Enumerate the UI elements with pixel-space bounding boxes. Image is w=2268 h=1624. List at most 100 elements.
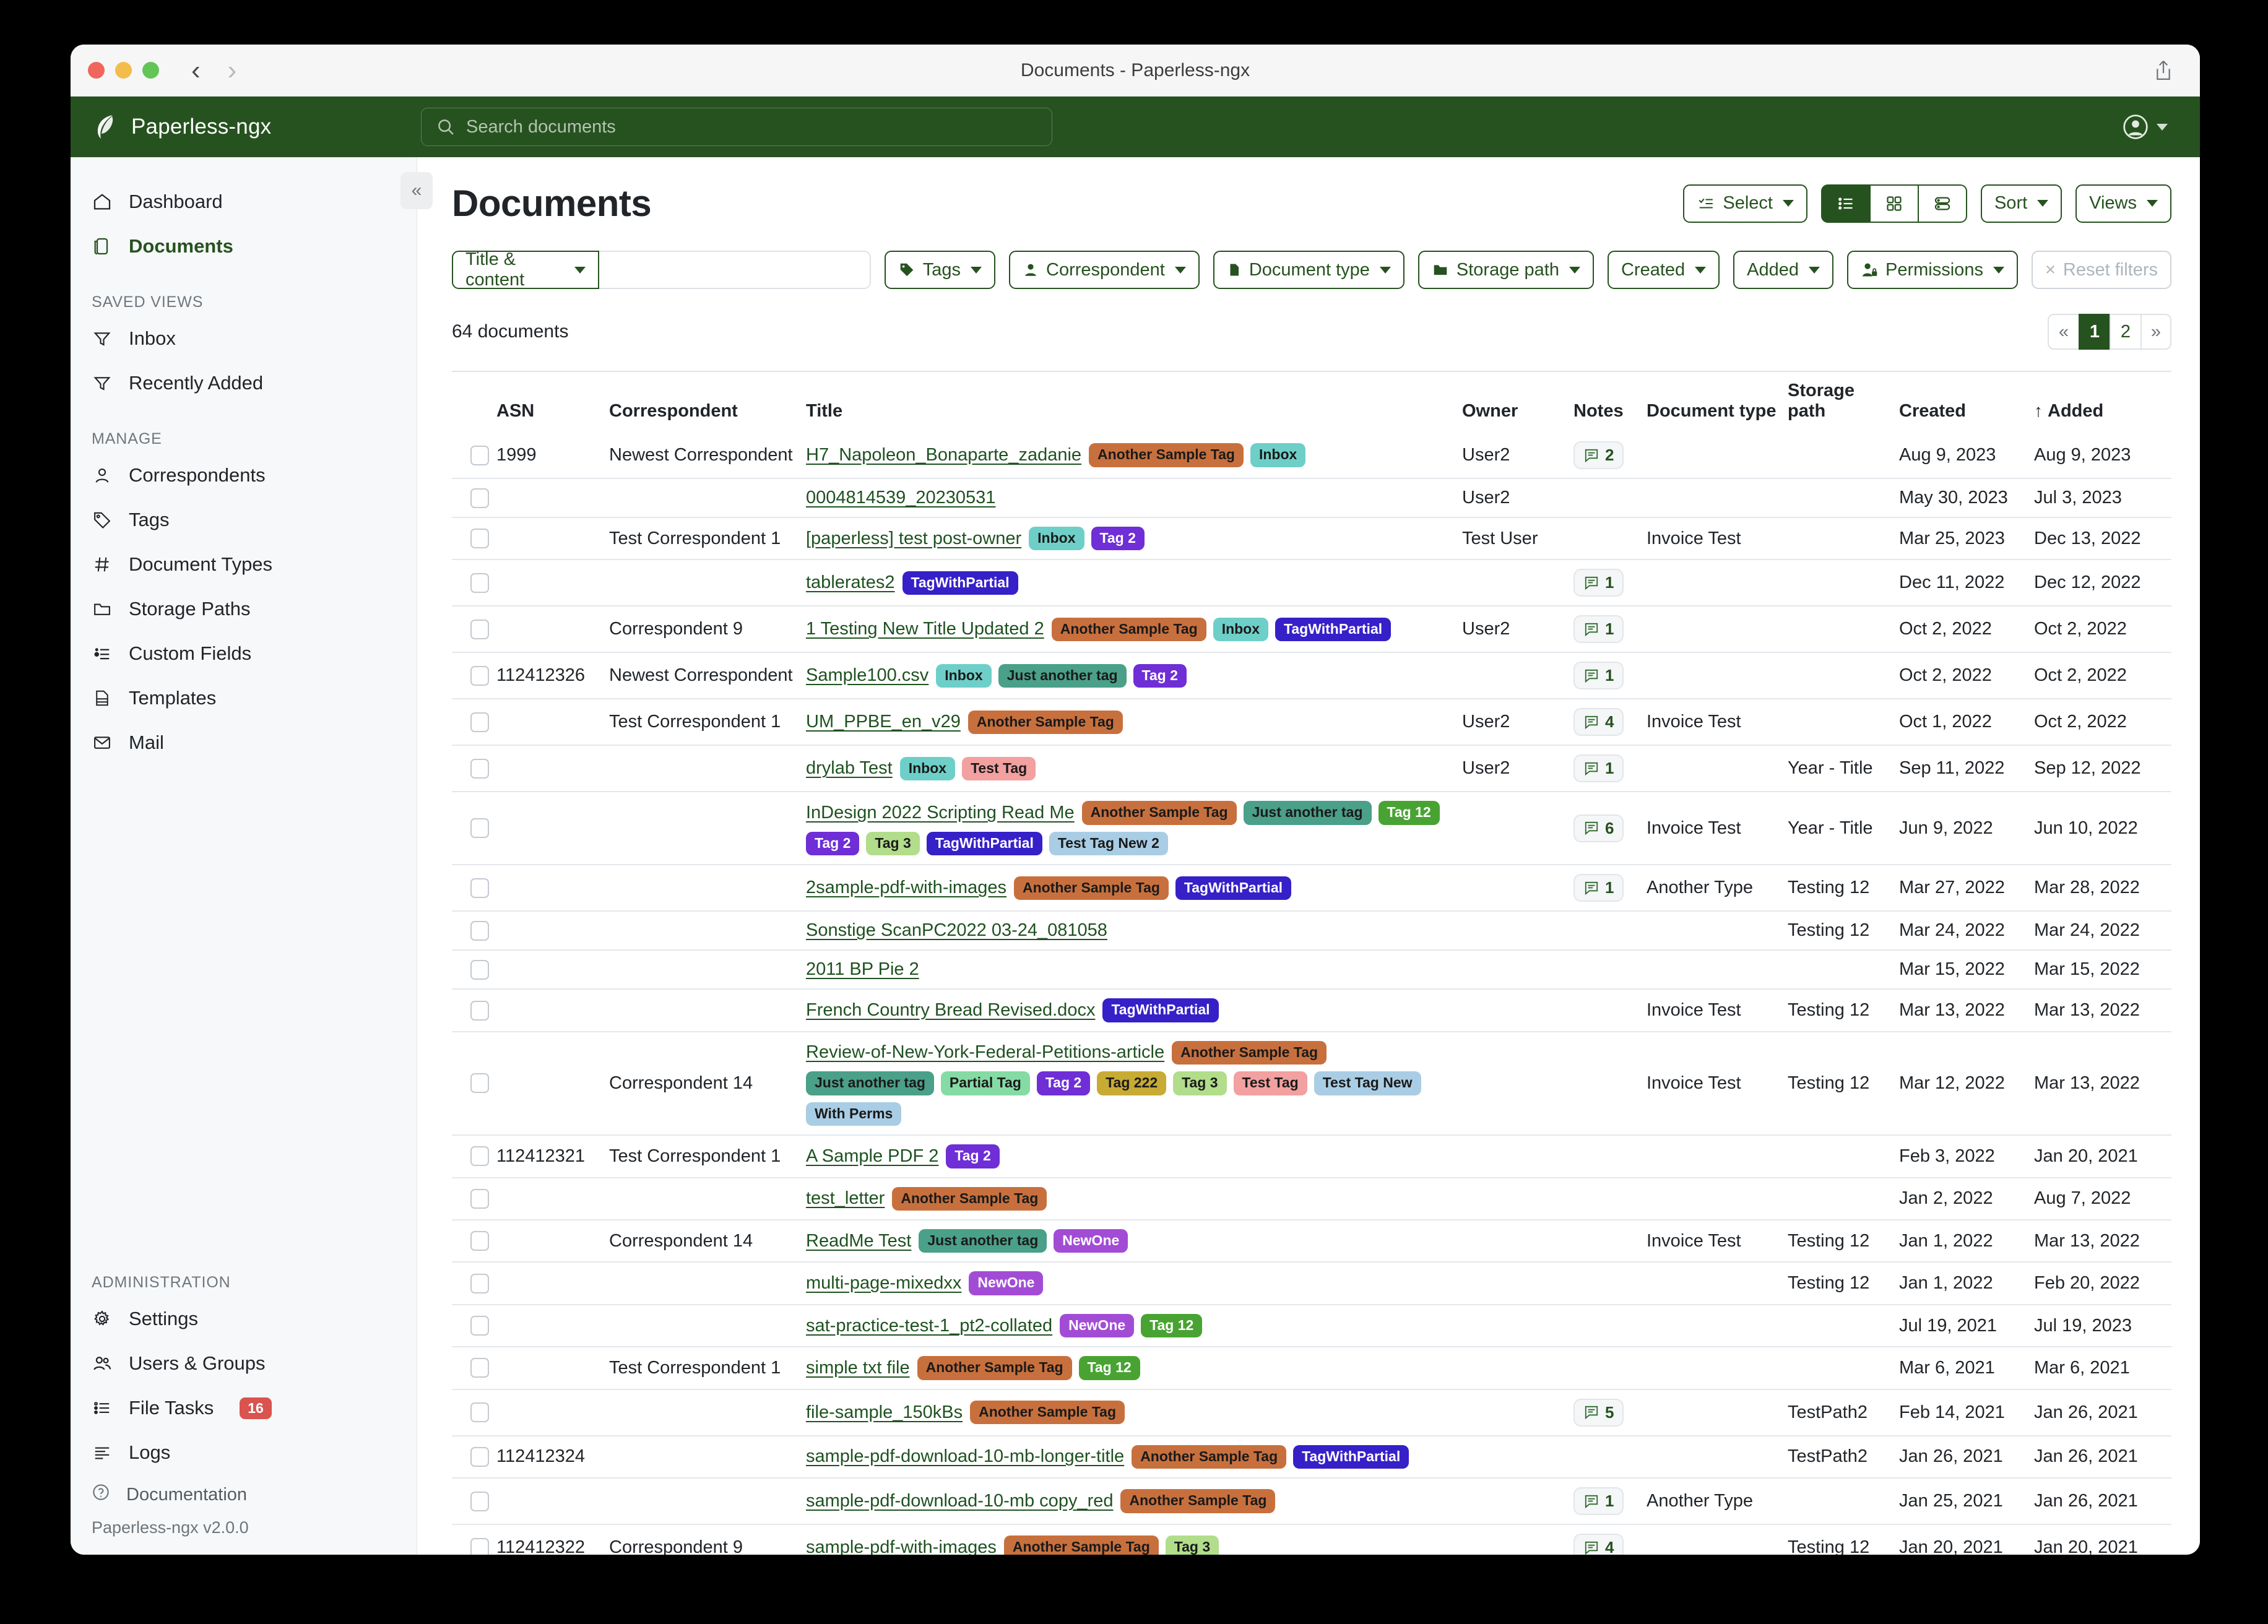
document-tag[interactable]: Another Sample Tag	[917, 1356, 1072, 1380]
document-title-link[interactable]: sample-pdf-with-images	[806, 1537, 997, 1555]
notes-badge[interactable]: 1	[1573, 1487, 1624, 1516]
table-row[interactable]: Test Correspondent 1 simple txt file Anoth…	[452, 1347, 2171, 1390]
document-title-link[interactable]: 2sample-pdf-with-images	[806, 878, 1006, 898]
document-tag[interactable]: Just another tag	[919, 1229, 1047, 1253]
document-title-link[interactable]: Sample100.csv	[806, 665, 929, 686]
table-row[interactable]: Sonstige ScanPC2022 03-24_081058 Testing …	[452, 911, 2171, 951]
row-checkbox[interactable]	[470, 1188, 489, 1209]
column-document-type[interactable]: Document type	[1647, 401, 1777, 421]
document-title-link[interactable]: tablerates2	[806, 572, 895, 593]
pagination-next[interactable]: »	[2140, 314, 2171, 350]
document-title-link[interactable]: simple txt file	[806, 1357, 910, 1378]
column-correspondent[interactable]: Correspondent	[609, 401, 738, 421]
row-checkbox[interactable]	[470, 1446, 489, 1467]
sidebar-item-users-groups[interactable]: Users & Groups	[71, 1341, 417, 1386]
added-filter-button[interactable]: Added	[1733, 251, 1834, 289]
document-tag[interactable]: Another Sample Tag	[1089, 443, 1244, 467]
minimize-window-button[interactable]	[115, 62, 132, 79]
document-tag[interactable]: TagWithPartial	[1175, 876, 1292, 901]
pagination-prev[interactable]: «	[2048, 314, 2079, 350]
title-content-input[interactable]	[599, 251, 871, 289]
document-tag[interactable]: Just another tag	[806, 1071, 934, 1095]
sidebar-item-mail[interactable]: Mail	[71, 720, 417, 765]
document-title-link[interactable]: French Country Bread Revised.docx	[806, 1000, 1096, 1021]
document-title-link[interactable]: ReadMe Test	[806, 1230, 912, 1251]
document-title-link[interactable]: test_letter	[806, 1188, 885, 1209]
created-filter-button[interactable]: Created	[1607, 251, 1720, 289]
document-tag[interactable]: TagWithPartial	[1293, 1445, 1409, 1469]
row-checkbox[interactable]	[470, 1537, 489, 1555]
document-title-link[interactable]: sample-pdf-download-10-mb copy_red	[806, 1491, 1114, 1511]
notes-badge[interactable]: 1	[1573, 754, 1624, 783]
row-checkbox[interactable]	[470, 1146, 489, 1167]
column-storage-path[interactable]: Storage path	[1788, 381, 1855, 421]
document-tag[interactable]: Inbox	[1213, 617, 1269, 642]
sidebar-item-documents[interactable]: Documents	[71, 224, 417, 269]
document-tag[interactable]: Tag 2	[1091, 527, 1145, 551]
document-tag[interactable]: Another Sample Tag	[1051, 617, 1206, 642]
correspondent-filter-button[interactable]: Correspondent	[1009, 251, 1200, 289]
document-tag[interactable]: Tag 2	[806, 831, 860, 856]
row-checkbox[interactable]	[470, 712, 489, 732]
table-row[interactable]: tablerates2 TagWithPartial 1 Dec 11, 2022 De…	[452, 559, 2171, 607]
row-checkbox[interactable]	[470, 878, 489, 898]
document-tag[interactable]: Partial Tag	[940, 1071, 1030, 1095]
document-tag[interactable]: Test Tag New	[1314, 1071, 1421, 1095]
document-title-link[interactable]: 1 Testing New Title Updated 2	[806, 619, 1044, 639]
document-tag[interactable]: Just another tag	[1243, 801, 1372, 825]
document-tag[interactable]: NewOne	[1054, 1229, 1128, 1253]
view-detail-button[interactable]	[1918, 184, 1967, 223]
row-checkbox[interactable]	[470, 1491, 489, 1511]
share-icon[interactable]	[2153, 59, 2174, 82]
document-tag[interactable]: Another Sample Tag	[967, 710, 1123, 735]
document-title-link[interactable]: H7_Napoleon_Bonaparte_zadanie	[806, 445, 1082, 465]
document-tag[interactable]: Test Tag New 2	[1049, 831, 1168, 856]
notes-badge[interactable]: 1	[1573, 874, 1624, 902]
document-title-link[interactable]: sample-pdf-download-10-mb-longer-title	[806, 1446, 1125, 1467]
table-row[interactable]: 112412326 Newest Correspondent Sample100.c…	[452, 652, 2171, 700]
notes-badge[interactable]: 5	[1573, 1398, 1624, 1427]
document-tag[interactable]: Tag 2	[1133, 663, 1187, 688]
pagination-page-2[interactable]: 2	[2110, 314, 2140, 350]
table-row[interactable]: drylab Test Inbox Test Tag User2 1 Year - Tit…	[452, 745, 2171, 793]
row-checkbox[interactable]	[470, 1316, 489, 1336]
table-row[interactable]: Test Correspondent 1 [paperless] test pos…	[452, 517, 2171, 561]
row-checkbox[interactable]	[470, 1000, 489, 1021]
table-row[interactable]: 2sample-pdf-with-images Another Sample Ta…	[452, 865, 2171, 912]
document-title-link[interactable]: UM_PPBE_en_v29	[806, 712, 961, 732]
document-tag[interactable]: Tag 3	[866, 831, 920, 856]
document-tag[interactable]: Tag 3	[1173, 1071, 1227, 1095]
row-checkbox[interactable]	[470, 619, 489, 639]
row-checkbox[interactable]	[470, 1402, 489, 1423]
maximize-window-button[interactable]	[142, 62, 159, 79]
document-title-link[interactable]: sat-practice-test-1_pt2-collated	[806, 1315, 1053, 1336]
view-list-button[interactable]	[1820, 184, 1870, 223]
document-tag[interactable]: Tag 12	[1078, 1356, 1140, 1380]
column-title[interactable]: Title	[806, 401, 843, 421]
document-type-filter-button[interactable]: Document type	[1213, 251, 1405, 289]
row-checkbox[interactable]	[470, 529, 489, 549]
close-window-button[interactable]	[88, 62, 105, 79]
notes-badge[interactable]: 1	[1573, 615, 1624, 644]
sort-button[interactable]: Sort	[1980, 184, 2062, 223]
reset-filters-button[interactable]: × Reset filters	[2031, 251, 2171, 289]
document-tag[interactable]: Test Tag	[1233, 1071, 1307, 1095]
row-checkbox[interactable]	[470, 445, 489, 465]
notes-badge[interactable]: 1	[1573, 662, 1624, 690]
table-row[interactable]: file-sample_150kBs Another Sample Tag 5 Tes…	[452, 1389, 2171, 1436]
document-tag[interactable]: Inbox	[1029, 527, 1084, 551]
sidebar-item-document-types[interactable]: Document Types	[71, 542, 417, 587]
row-checkbox[interactable]	[470, 1073, 489, 1094]
views-button[interactable]: Views	[2075, 184, 2171, 223]
table-row[interactable]: Correspondent 14 Review-of-New-York-Feder…	[452, 1031, 2171, 1136]
permissions-filter-button[interactable]: Permissions	[1847, 251, 2018, 289]
view-grid-button[interactable]	[1869, 184, 1918, 223]
select-button[interactable]: Select	[1683, 184, 1807, 223]
document-tag[interactable]: Tag 12	[1378, 801, 1440, 825]
table-row[interactable]: 1999 Newest Correspondent H7_Napoleon_Bona…	[452, 433, 2171, 479]
row-checkbox[interactable]	[470, 488, 489, 508]
row-checkbox[interactable]	[470, 1358, 489, 1378]
table-row[interactable]: Correspondent 14 ReadMe Test Just another …	[452, 1219, 2171, 1263]
table-row[interactable]: 112412324 sample-pdf-download-10-mb-longe…	[452, 1435, 2171, 1479]
sidebar-item-storage-paths[interactable]: Storage Paths	[71, 587, 417, 631]
